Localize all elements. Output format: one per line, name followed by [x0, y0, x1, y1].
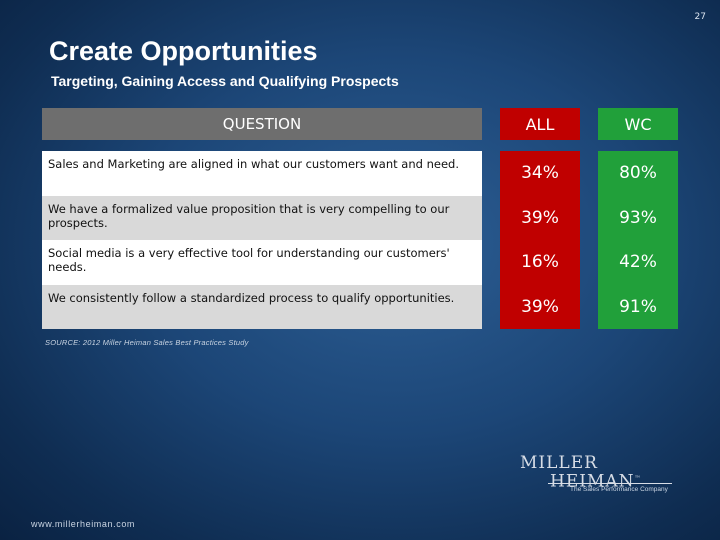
question-text: Sales and Marketing are aligned in what … [48, 157, 459, 171]
page-subtitle: Targeting, Gaining Access and Qualifying… [51, 73, 399, 89]
logo-tagline: The Sales Performance Company [570, 486, 668, 493]
all-header: ALL [500, 108, 580, 140]
logo-line2: HEIMAN [550, 471, 635, 492]
question-text: Social media is a very effective tool fo… [48, 246, 450, 274]
source-note: SOURCE: 2012 Miller Heiman Sales Best Pr… [45, 338, 249, 347]
wc-column: WC 80% 93% 42% 91% [598, 108, 678, 329]
company-logo: MILLER HEIMAN™ The Sales Performance Com… [520, 455, 680, 500]
logo-line1: MILLER [520, 453, 598, 473]
wc-value-cell: 93% [619, 207, 657, 228]
wc-values: 80% 93% 42% 91% [598, 151, 678, 329]
all-column: ALL 34% 39% 16% 39% [500, 108, 580, 329]
logo-line2-wrap: HEIMAN™ [520, 471, 680, 490]
all-value-cell: 16% [521, 252, 559, 273]
all-value-cell: 34% [521, 163, 559, 184]
table-row: We have a formalized value proposition t… [42, 195, 482, 240]
question-rows: Sales and Marketing are aligned in what … [42, 151, 482, 329]
wc-header: WC [598, 108, 678, 140]
all-value-cell: 39% [521, 296, 559, 317]
table-row: We consistently follow a standardized pr… [42, 284, 482, 329]
logo-divider [548, 483, 672, 484]
question-text: We consistently follow a standardized pr… [48, 290, 455, 305]
wc-value-cell: 80% [619, 163, 657, 184]
question-text: We have a formalized value proposition t… [48, 201, 450, 230]
all-values: 34% 39% 16% 39% [500, 151, 580, 329]
wc-value-cell: 91% [619, 296, 657, 317]
wc-value-cell: 42% [619, 252, 657, 273]
all-value-cell: 39% [521, 207, 559, 228]
logo-trademark: ™ [634, 475, 642, 482]
table-row: Sales and Marketing are aligned in what … [42, 151, 482, 196]
slide-number: 27 [694, 12, 706, 22]
table-row: Social media is a very effective tool fo… [42, 240, 482, 285]
page-title: Create Opportunities [49, 36, 318, 66]
website-url[interactable]: www.millerheiman.com [31, 519, 136, 529]
question-header: QUESTION [42, 108, 482, 140]
